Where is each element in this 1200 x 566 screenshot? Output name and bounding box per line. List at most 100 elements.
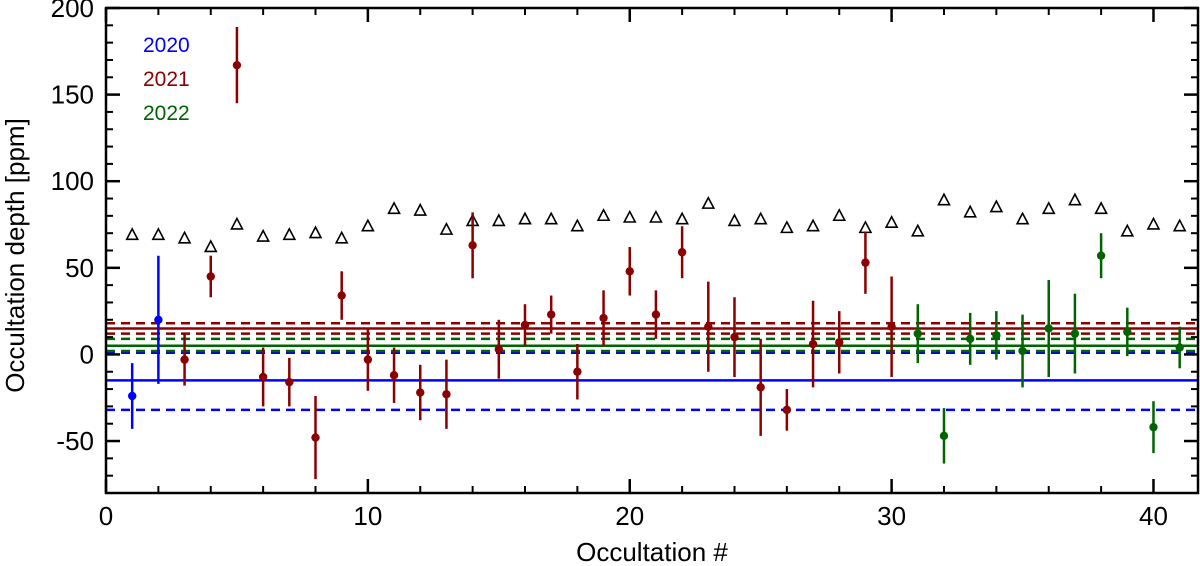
triangle-marker [622, 209, 637, 223]
data-point-2021 [180, 355, 189, 364]
x-tick-label: 30 [877, 501, 906, 531]
data-point-2021 [337, 291, 346, 300]
data-point-2022 [1175, 343, 1184, 352]
triangle-marker [334, 230, 349, 244]
data-point-2021 [835, 338, 844, 347]
y-tick-label: 100 [51, 166, 94, 196]
data-point-2021 [363, 355, 373, 364]
triangle-marker [727, 213, 742, 227]
data-point-2020 [127, 391, 137, 401]
triangle-marker [701, 195, 716, 209]
data-point-2021 [232, 60, 242, 70]
legend-label-2021: 2021 [143, 68, 190, 91]
triangle-marker [151, 227, 166, 241]
triangle-marker [884, 215, 899, 228]
data-point-2021 [861, 258, 870, 267]
data-point-2021 [468, 241, 477, 250]
triangle-marker [1120, 223, 1135, 237]
x-tick-label: 10 [353, 501, 382, 531]
data-point-2021 [730, 332, 739, 342]
triangle-marker [780, 220, 794, 234]
triangle-marker [308, 225, 323, 239]
x-tick-label: 0 [99, 501, 113, 531]
data-point-2021 [311, 433, 320, 442]
x-tick-label: 20 [615, 501, 644, 531]
data-point-2020 [154, 315, 163, 324]
triangle-marker [963, 204, 977, 218]
plot-frame [104, 6, 1200, 495]
data-point-2022 [1096, 251, 1106, 260]
triangle-marker [1172, 218, 1187, 232]
triangle-marker [596, 208, 611, 222]
data-point-2021 [887, 322, 896, 331]
triangle-marker [832, 208, 847, 222]
data-point-2021 [573, 367, 582, 376]
data-point-2021 [285, 377, 294, 387]
triangle-marker [544, 211, 559, 225]
data-point-2022 [939, 431, 949, 441]
data-point-2021 [416, 388, 425, 397]
data-point-2021 [677, 248, 687, 257]
data-point-2022 [1149, 422, 1158, 432]
triangle-marker [675, 211, 689, 225]
triangle-marker [439, 221, 454, 235]
triangle-marker [491, 213, 506, 227]
y-tick-label: 0 [80, 339, 94, 369]
data-point-2021 [206, 272, 215, 281]
triangle-marker [570, 218, 585, 232]
x-tick-label: 40 [1139, 501, 1168, 531]
data-points [127, 27, 1184, 480]
data-point-2022 [1123, 327, 1132, 337]
x-axis-title: Occultation # [576, 537, 728, 566]
triangle-marker [413, 202, 428, 216]
triangle-marker [910, 223, 925, 237]
triangle-marker [989, 199, 1004, 213]
data-point-2022 [1018, 346, 1027, 356]
data-point-2021 [782, 405, 792, 415]
y-axis-title: Occultation depth [ppm] [0, 118, 30, 393]
data-point-2022 [965, 334, 975, 344]
triangle-marker [230, 216, 244, 230]
y-tick-label: -50 [56, 426, 94, 456]
triangle-marker [361, 218, 375, 232]
data-point-2021 [258, 372, 268, 382]
data-point-2021 [625, 267, 634, 276]
triangle-marker [1146, 216, 1161, 230]
y-tick-label: 200 [51, 0, 94, 23]
triangle-marker [649, 209, 663, 223]
data-point-2022 [1070, 329, 1080, 338]
legend: 2020 2021 2022 [143, 34, 190, 125]
triangle-marker [282, 227, 297, 241]
data-point-2021 [546, 310, 556, 319]
data-point-2021 [808, 339, 818, 349]
triangle-marker [518, 211, 532, 225]
data-point-2021 [704, 322, 713, 331]
triangle-marker [806, 218, 820, 232]
data-point-2021 [494, 345, 504, 354]
triangle-marker [1094, 201, 1108, 215]
data-point-2021 [599, 313, 608, 323]
y-tick-label: 150 [51, 80, 94, 110]
legend-label-2022: 2022 [143, 102, 190, 125]
triangle-marker [177, 230, 192, 244]
triangle-markers [125, 192, 1187, 253]
axis-ticks: 0 10 20 30 40 -50 0 50 100 150 200 [51, 0, 1198, 531]
legend-label-2020: 2020 [143, 34, 190, 57]
triangle-marker [387, 201, 401, 215]
data-point-2021 [756, 383, 765, 392]
triangle-marker [753, 211, 768, 225]
triangle-marker [937, 192, 951, 206]
triangle-marker [256, 228, 270, 242]
data-point-2022 [1044, 324, 1053, 333]
triangle-marker [1068, 192, 1082, 206]
data-point-2021 [389, 371, 399, 380]
y-tick-label: 50 [65, 253, 94, 283]
data-point-2022 [992, 331, 1001, 340]
triangle-marker [858, 220, 873, 234]
reference-lines [106, 322, 1198, 412]
data-point-2021 [442, 390, 451, 399]
triangle-marker [125, 227, 140, 241]
triangle-marker [1041, 201, 1056, 215]
data-point-2021 [651, 310, 661, 319]
